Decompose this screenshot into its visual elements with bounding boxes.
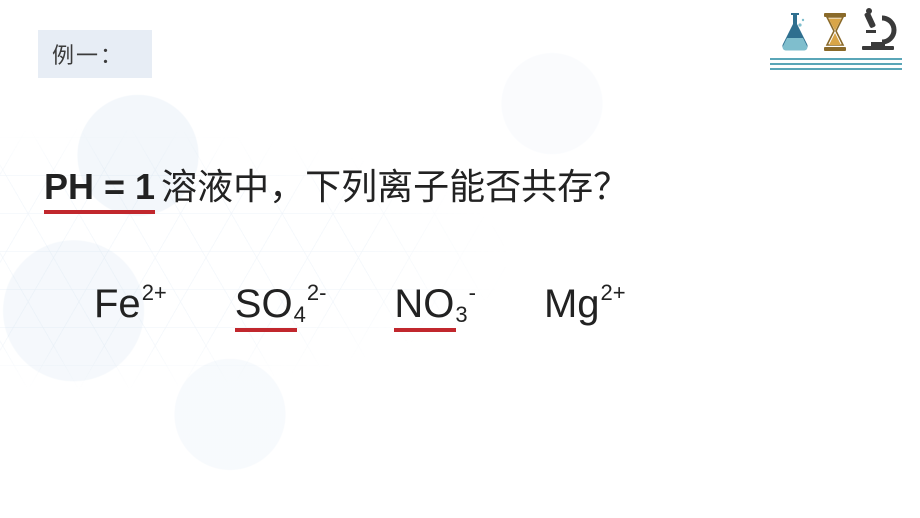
example-tag-text: 例一： [52, 43, 124, 68]
header-icons-underline [770, 58, 902, 70]
ions-line: Fe 2+ SO 4 2- NO 3 - Mg 2+ [94, 284, 626, 324]
ion-so4-2minus: SO 4 2- [235, 284, 327, 324]
question-line: PH = 1 溶液中，下列离子能否共存？ [44, 158, 629, 214]
underline-so4 [235, 328, 297, 332]
ion-fe2plus: Fe 2+ [94, 284, 167, 324]
header-icons [778, 8, 898, 52]
question-rest-text: 溶液中，下列离子能否共存？ [161, 158, 629, 210]
underline-no3 [394, 328, 456, 332]
ion-mg2plus: Mg 2+ [544, 284, 626, 324]
ion-no3-minus: NO 3 - [394, 284, 476, 324]
microscope-icon [858, 8, 898, 52]
ph-underlined-text: PH = 1 [44, 166, 155, 214]
flask-icon [778, 10, 812, 52]
example-tag: 例一： [38, 30, 152, 78]
hourglass-icon [822, 12, 848, 52]
